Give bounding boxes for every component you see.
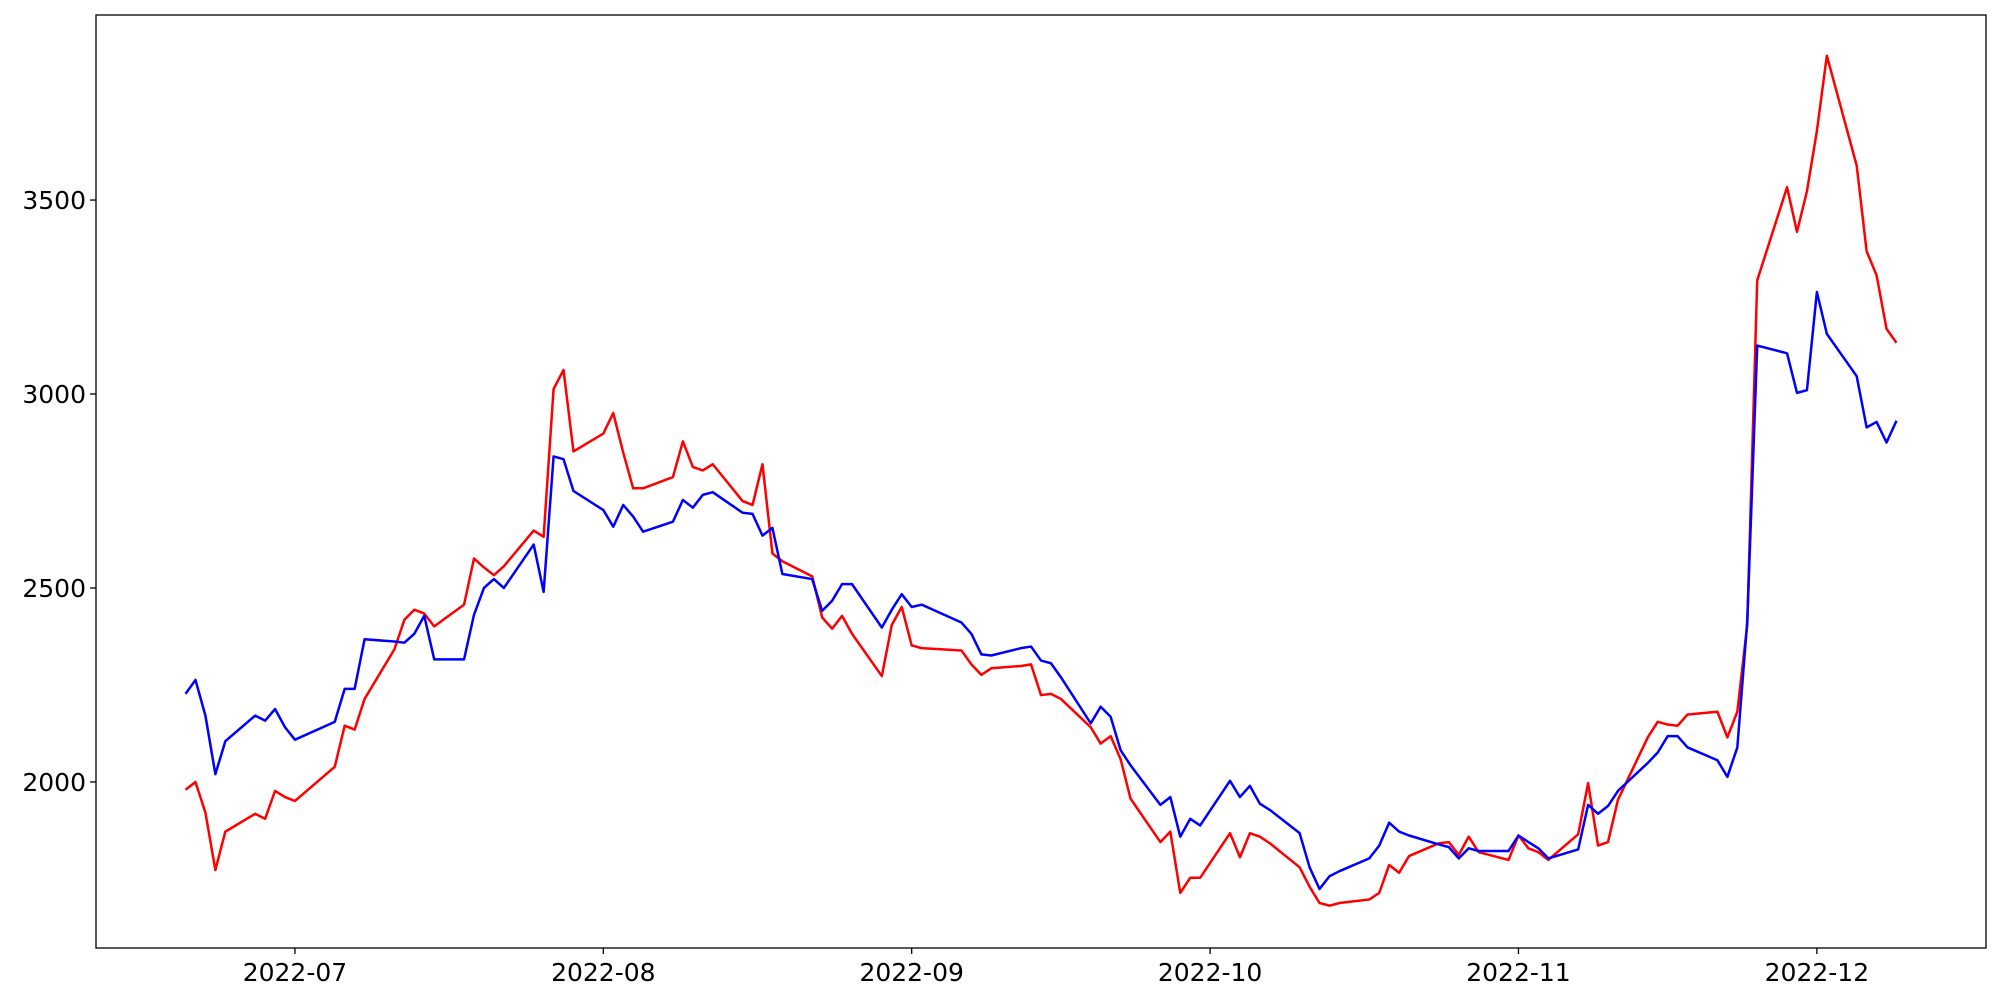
x-tick-label: 2022-10 [1158, 958, 1262, 987]
series-line [184, 54, 1898, 907]
x-tick-label: 2022-11 [1466, 958, 1570, 987]
y-tick-label: 3500 [22, 186, 86, 215]
y-tick-label: 2500 [22, 574, 86, 603]
y-tick-label: 2000 [22, 768, 86, 797]
series-line [184, 290, 1898, 891]
plot-frame [95, 14, 1987, 949]
x-tick-label: 2022-12 [1765, 958, 1869, 987]
x-tick-label: 2022-09 [859, 958, 963, 987]
y-tick-label: 3000 [22, 380, 86, 409]
x-tick-label: 2022-08 [551, 958, 655, 987]
x-tick-label: 2022-07 [243, 958, 347, 987]
